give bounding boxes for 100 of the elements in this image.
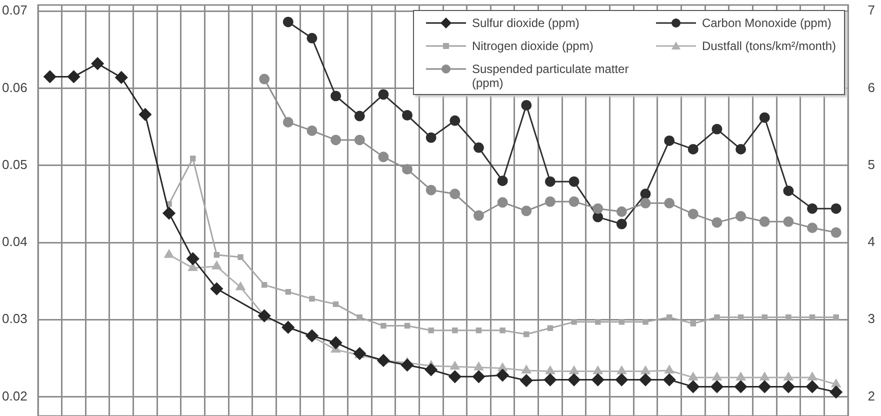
point <box>783 216 794 227</box>
point <box>214 252 220 258</box>
point <box>664 135 675 146</box>
point <box>401 358 414 372</box>
point <box>592 212 604 222</box>
point <box>640 366 650 374</box>
y-tick-label: 0.06 <box>2 80 28 95</box>
point <box>450 115 460 126</box>
y-tick-label: 0.03 <box>2 311 28 326</box>
point <box>426 184 436 196</box>
point <box>762 314 768 320</box>
point <box>500 328 506 334</box>
point <box>664 198 675 208</box>
point <box>450 361 460 370</box>
point <box>330 90 342 102</box>
point <box>402 164 413 174</box>
point <box>428 328 434 334</box>
point <box>736 372 746 380</box>
point <box>238 254 244 260</box>
point <box>474 362 484 370</box>
point <box>830 386 842 398</box>
point <box>617 366 626 374</box>
legend-label: Sulfur dioxide (ppm) <box>472 16 580 30</box>
point <box>831 379 841 388</box>
point <box>190 156 196 162</box>
point <box>330 134 342 146</box>
point <box>236 282 246 290</box>
point <box>736 144 746 154</box>
point <box>782 380 795 393</box>
point <box>186 252 200 265</box>
point <box>760 372 770 380</box>
point <box>568 196 580 207</box>
point <box>738 314 744 320</box>
legend-label: Nitrogen dioxide (ppm) <box>472 39 594 53</box>
point <box>476 328 482 334</box>
point <box>404 322 410 329</box>
point <box>524 331 530 338</box>
point <box>806 380 819 393</box>
point <box>618 319 625 325</box>
y2-tick-label: 4 <box>868 234 875 250</box>
point <box>472 370 485 383</box>
point <box>354 110 365 122</box>
point <box>210 282 223 296</box>
point <box>571 319 577 325</box>
y2-tick-label: 7 <box>868 2 875 18</box>
point <box>712 217 722 228</box>
point <box>402 110 413 121</box>
point <box>616 218 627 230</box>
point <box>616 206 627 217</box>
point <box>380 322 386 329</box>
point <box>734 380 748 393</box>
y-tick-label: 0.05 <box>2 156 28 172</box>
point <box>282 16 294 28</box>
y2-tick-label: 5 <box>868 156 875 172</box>
point <box>593 366 602 374</box>
point <box>354 134 365 146</box>
point <box>833 314 839 320</box>
point <box>808 372 817 380</box>
point <box>783 186 794 196</box>
y2-tick-label: 3 <box>868 311 875 326</box>
point <box>162 206 176 220</box>
point <box>568 374 580 386</box>
point <box>91 57 104 70</box>
point <box>356 314 362 320</box>
y-tick-label: 0.07 <box>2 2 28 18</box>
point <box>784 372 794 380</box>
point <box>282 116 294 128</box>
point <box>261 282 268 288</box>
point <box>640 188 651 200</box>
point <box>522 365 532 374</box>
point <box>594 319 601 325</box>
point <box>258 310 271 322</box>
point <box>497 197 508 208</box>
y-tick-label: 0.02 <box>2 388 28 404</box>
y2-tick-label: 2 <box>868 388 875 404</box>
point <box>67 70 80 83</box>
point <box>592 374 604 386</box>
point <box>521 206 532 216</box>
point <box>309 296 315 302</box>
point <box>807 222 818 234</box>
y-tick-label: 0.04 <box>2 234 28 250</box>
point <box>547 325 554 331</box>
point <box>521 100 532 110</box>
point <box>688 208 698 220</box>
point <box>639 374 652 386</box>
point <box>712 372 722 380</box>
point <box>332 301 339 308</box>
point <box>259 74 270 84</box>
point <box>544 176 556 187</box>
point <box>666 314 672 320</box>
point <box>807 203 818 214</box>
point <box>212 261 222 270</box>
point <box>520 374 533 387</box>
point <box>378 89 389 100</box>
point <box>759 216 770 227</box>
point <box>712 124 722 134</box>
point <box>759 112 770 123</box>
point <box>830 203 842 214</box>
point <box>44 70 56 83</box>
point <box>690 320 696 326</box>
